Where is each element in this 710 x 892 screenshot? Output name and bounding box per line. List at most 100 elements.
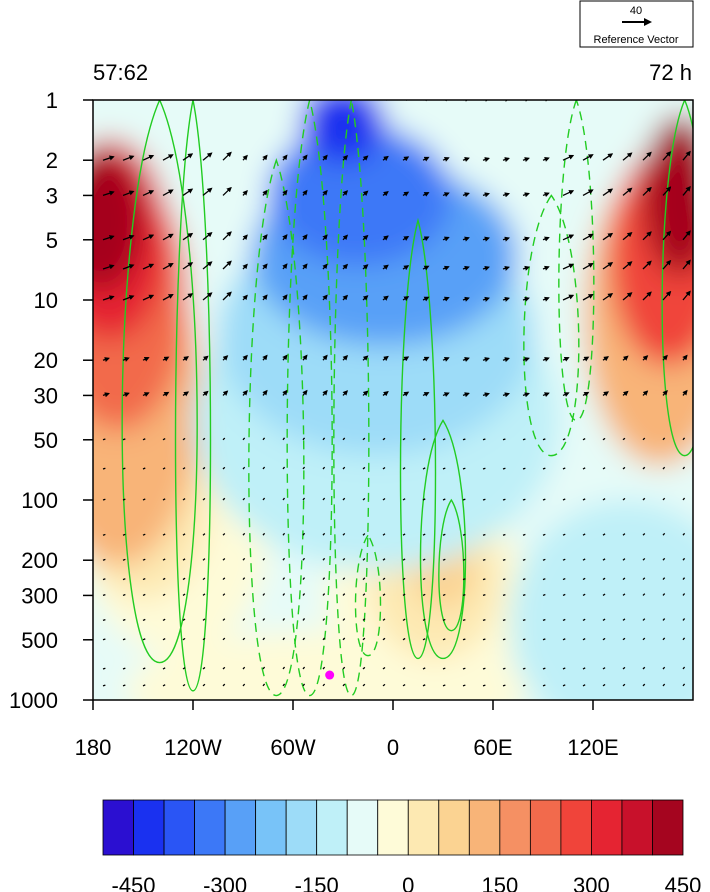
wind-arrow xyxy=(302,263,308,270)
wind-arrow xyxy=(642,437,646,441)
y-axis: 1 2 3 5 10 20 30 50 100 200 300 500 1000 xyxy=(9,88,93,713)
wind-arrow xyxy=(222,151,232,161)
wind-arrow xyxy=(602,498,606,501)
wind-arrow xyxy=(442,296,450,302)
wind-arrow xyxy=(162,356,170,362)
wind-arrow xyxy=(482,558,486,561)
wind-arrow xyxy=(562,667,566,670)
wind-arrow xyxy=(102,594,106,597)
header-right-label: 72 h xyxy=(649,60,692,85)
wind-arrow xyxy=(162,154,174,161)
wind-arrow xyxy=(122,234,135,241)
wind-arrow xyxy=(682,290,691,301)
wind-arrow xyxy=(642,577,646,581)
wind-arrow xyxy=(142,392,150,397)
wind-arrow xyxy=(262,354,268,361)
wind-arrow xyxy=(542,667,546,670)
colorbar-swatch xyxy=(529,799,562,856)
wind-arrow xyxy=(322,683,326,687)
wind-arrow xyxy=(462,357,470,362)
wind-arrow xyxy=(202,187,213,196)
wind-arrow xyxy=(642,186,652,196)
wind-arrow xyxy=(282,389,288,396)
wind-arrow xyxy=(222,683,226,687)
wind-arrow xyxy=(542,438,546,441)
y-tick-label: 300 xyxy=(21,583,58,608)
wind-arrow xyxy=(502,578,506,581)
wind-arrow xyxy=(362,295,369,301)
wind-arrow xyxy=(142,533,146,536)
wind-arrow xyxy=(102,438,106,441)
wind-arrow xyxy=(242,437,246,441)
y-tick-label: 500 xyxy=(21,628,58,653)
wind-arrow xyxy=(462,667,466,670)
wind-arrow xyxy=(662,593,666,596)
wind-arrow xyxy=(442,638,446,641)
wind-arrow xyxy=(382,558,386,561)
wind-arrow xyxy=(542,498,546,501)
wind-arrow xyxy=(302,683,306,687)
shaded-field xyxy=(93,100,693,700)
colorbar: -450 -300 -150 0 150 300 450 xyxy=(102,799,701,892)
wind-arrow xyxy=(202,577,206,581)
wind-arrow xyxy=(222,390,229,396)
wind-arrow xyxy=(442,467,446,470)
wind-arrow xyxy=(642,355,649,361)
wind-arrow xyxy=(582,498,586,501)
wind-arrow xyxy=(442,593,446,597)
wind-arrow xyxy=(382,355,389,362)
wind-arrow xyxy=(422,558,426,561)
wind-arrow xyxy=(482,578,486,581)
wind-arrow xyxy=(622,152,633,161)
wind-arrow xyxy=(242,618,246,621)
y-tick-label: 10 xyxy=(34,288,58,313)
wind-arrow xyxy=(422,296,430,302)
wind-arrow xyxy=(402,593,406,596)
colorbar-swatch xyxy=(285,799,318,856)
wind-arrow xyxy=(222,231,232,241)
wind-arrow xyxy=(522,192,530,198)
wind-arrow xyxy=(502,357,510,363)
wind-arrow xyxy=(562,498,566,501)
wind-arrow xyxy=(422,684,426,687)
wind-arrow xyxy=(362,577,366,581)
wind-arrow xyxy=(542,467,546,470)
wind-arrow xyxy=(362,666,366,670)
wind-arrow xyxy=(242,234,248,241)
contour-dashed-a xyxy=(248,158,305,697)
wind-arrow xyxy=(502,619,506,622)
wind-arrow xyxy=(142,294,155,301)
wind-arrow xyxy=(582,293,594,301)
wind-arrow xyxy=(302,593,306,596)
wind-arrow xyxy=(622,355,629,361)
wind-arrow xyxy=(302,189,308,196)
wind-arrow xyxy=(642,593,646,596)
wind-arrow xyxy=(422,577,426,581)
wind-arrow xyxy=(622,466,626,470)
location-marker xyxy=(325,670,335,680)
wind-arrow xyxy=(562,618,566,622)
wind-arrow xyxy=(182,593,186,596)
wind-arrow xyxy=(142,263,155,270)
wind-arrow xyxy=(362,437,366,441)
wind-arrow xyxy=(142,618,146,622)
wind-arrow xyxy=(602,188,614,196)
colorbar-swatch xyxy=(133,799,165,856)
wind-arrow xyxy=(142,498,146,501)
wind-arrow xyxy=(402,191,410,197)
wind-arrow xyxy=(602,437,606,441)
wind-arrow xyxy=(362,390,369,396)
wind-arrow xyxy=(662,354,668,361)
x-tick-label: 120E xyxy=(567,735,618,760)
wind-arrow xyxy=(162,558,166,561)
y-tick-label: 100 xyxy=(21,488,58,513)
wind-arrow xyxy=(182,558,186,561)
wind-arrow xyxy=(122,593,126,597)
wind-arrow xyxy=(642,666,646,670)
y-tick-label: 50 xyxy=(34,428,58,453)
wind-arrow xyxy=(562,234,575,241)
wind-arrow xyxy=(102,357,110,363)
wind-arrow xyxy=(162,467,166,470)
wind-arrow xyxy=(342,593,346,596)
wind-arrow xyxy=(382,533,386,536)
